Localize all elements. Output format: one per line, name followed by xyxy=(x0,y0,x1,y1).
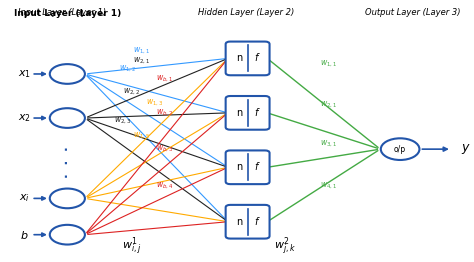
Text: $w_{2,2}$: $w_{2,2}$ xyxy=(123,87,141,97)
Text: $w_{1,3}$: $w_{1,3}$ xyxy=(146,97,164,108)
Text: $w_{b,3}$: $w_{b,3}$ xyxy=(156,144,173,154)
Text: $w_{2,1}$: $w_{2,1}$ xyxy=(133,56,150,66)
Text: $w^{2}_{j,k}$: $w^{2}_{j,k}$ xyxy=(273,236,296,258)
Text: n: n xyxy=(236,162,242,172)
Text: $w_{2,3}$: $w_{2,3}$ xyxy=(114,116,131,126)
Text: $y$: $y$ xyxy=(461,142,471,156)
Text: f: f xyxy=(255,108,258,118)
Text: $x_i$: $x_i$ xyxy=(19,193,30,204)
Text: $x_2$: $x_2$ xyxy=(18,112,31,124)
Text: $x_1$: $x_1$ xyxy=(18,68,31,80)
FancyBboxPatch shape xyxy=(226,42,270,75)
Text: Output Layer (Layer 3): Output Layer (Layer 3) xyxy=(365,8,460,17)
Text: Input Layer (Layer 1): Input Layer (Layer 1) xyxy=(14,9,121,18)
Text: Input Layer (Layer 1): Input Layer (Layer 1) xyxy=(18,8,106,17)
FancyBboxPatch shape xyxy=(226,96,270,130)
Text: $w_{1,1}$: $w_{1,1}$ xyxy=(133,46,150,56)
Text: o/p: o/p xyxy=(394,145,406,154)
Text: n: n xyxy=(236,108,242,118)
Text: f: f xyxy=(255,53,258,63)
Circle shape xyxy=(50,108,85,128)
Text: $w^{1}_{i,j}$: $w^{1}_{i,j}$ xyxy=(122,236,142,258)
Text: $w_{4,1}$: $w_{4,1}$ xyxy=(320,180,337,190)
Circle shape xyxy=(50,189,85,208)
Text: $w_{1,1}$: $w_{1,1}$ xyxy=(320,58,337,69)
Text: $w_{1,5}$: $w_{1,5}$ xyxy=(133,131,150,141)
Text: n: n xyxy=(236,217,242,227)
FancyBboxPatch shape xyxy=(226,150,270,184)
Circle shape xyxy=(50,225,85,244)
Text: $w_{1,2}$: $w_{1,2}$ xyxy=(119,64,136,74)
Text: ·  ·  ·: · · · xyxy=(61,146,74,178)
Text: $w_{2,1}$: $w_{2,1}$ xyxy=(320,100,337,110)
FancyBboxPatch shape xyxy=(226,205,270,239)
Text: Hidden Layer (Layer 2): Hidden Layer (Layer 2) xyxy=(198,8,295,17)
Text: $b$: $b$ xyxy=(20,229,28,241)
Text: $w_{b,4}$: $w_{b,4}$ xyxy=(155,180,173,190)
Text: $w_{b,2}$: $w_{b,2}$ xyxy=(156,108,173,118)
Text: f: f xyxy=(255,217,258,227)
Text: $w_{b,1}$: $w_{b,1}$ xyxy=(156,74,173,84)
Text: $w_{3,1}$: $w_{3,1}$ xyxy=(320,139,337,149)
Text: n: n xyxy=(236,53,242,63)
Text: f: f xyxy=(255,162,258,172)
Circle shape xyxy=(50,64,85,84)
Circle shape xyxy=(381,138,419,160)
